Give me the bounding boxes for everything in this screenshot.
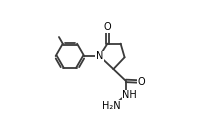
Text: N: N bbox=[96, 51, 103, 61]
Text: O: O bbox=[137, 76, 145, 86]
Text: H₂N: H₂N bbox=[102, 101, 121, 111]
Text: NH: NH bbox=[122, 90, 137, 100]
Text: O: O bbox=[104, 22, 111, 33]
